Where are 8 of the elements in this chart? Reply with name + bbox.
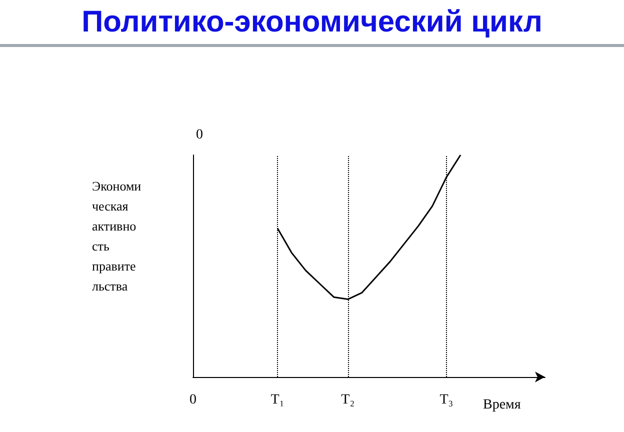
x-tick-label: T₁ — [270, 392, 284, 408]
x-tick-label: T₃ — [440, 392, 454, 408]
x-tick-label: 0 — [190, 392, 196, 408]
chart-title: Политико-экономический цикл — [82, 6, 542, 38]
y-axis-title: Экономическая активность правительства — [92, 178, 142, 294]
x-tick-label: T₂ — [341, 392, 355, 408]
text: 0 — [196, 128, 203, 142]
x-axis-title: Время — [483, 398, 522, 412]
